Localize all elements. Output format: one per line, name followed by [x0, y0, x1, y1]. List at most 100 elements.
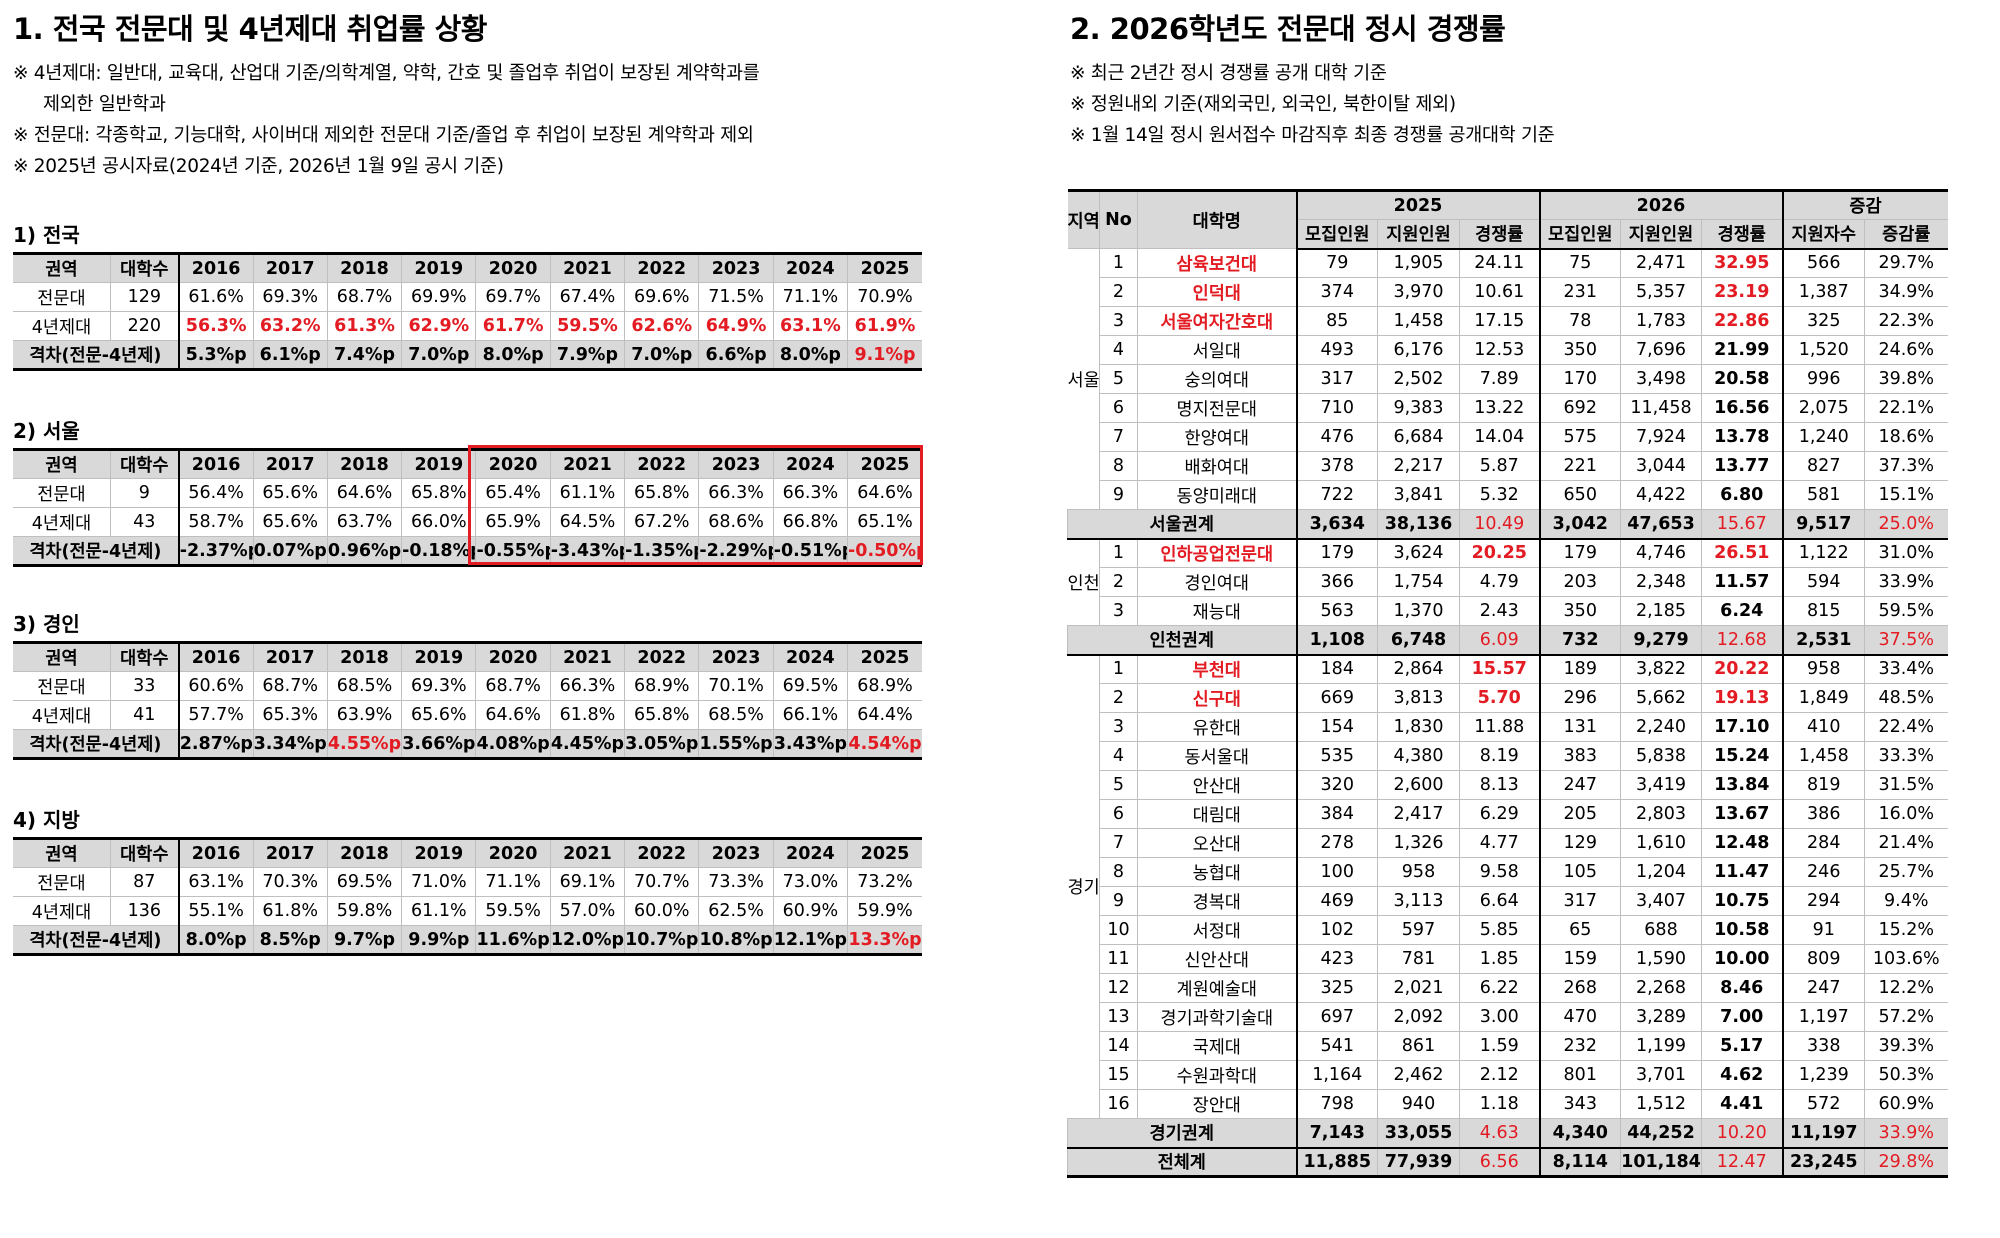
table-row: 5 숭의여대 317 2,502 7.89 170 3,498 20.58 996 39.8% [1068, 364, 1948, 394]
total-cell: 101,184 [1620, 1147, 1702, 1178]
gap-cell: -2.37%p [178, 536, 254, 567]
subtotal-cell: 4,340 [1539, 1118, 1621, 1149]
recruit-2025-cell: 378 [1296, 451, 1378, 481]
applicant-change-cell: 338 [1782, 1031, 1865, 1061]
recruit-2025-cell: 722 [1296, 480, 1378, 510]
col-group-change: 증감 [1781, 189, 1948, 220]
rate-cell: 58.7% [178, 507, 254, 537]
row-number: 2 [1099, 683, 1138, 713]
col-group-2026: 2026 [1539, 189, 1784, 220]
rate-cell: 64.4% [847, 700, 922, 730]
recruit-2026-cell: 575 [1539, 422, 1621, 452]
recruit-2026-cell: 75 [1539, 248, 1621, 278]
region-label: 인천 [1067, 538, 1100, 626]
change-rate-cell: 15.2% [1863, 915, 1948, 945]
gap-cell: 0.96%p [326, 536, 403, 567]
rate-cell: 60.9% [772, 896, 849, 926]
recruit-2026-cell: 296 [1539, 683, 1621, 713]
applicants-2026-cell: 1,783 [1620, 306, 1702, 336]
note-line: ※ 정원내외 기준(재외국민, 외국인, 북한이탈 제외) [1070, 94, 1456, 115]
recruit-2026-cell: 203 [1539, 567, 1621, 597]
rate-cell: 70.7% [624, 867, 700, 897]
rate-cell: 63.2% [252, 311, 328, 341]
ratio-2026-cell: 20.22 [1701, 654, 1784, 684]
ratio-2026-cell: 13.78 [1701, 422, 1784, 452]
university-name: 오산대 [1137, 828, 1298, 858]
table-row: 16 장안대 798 940 1.18 343 1,512 4.41 572 60.9% [1068, 1089, 1948, 1119]
gap-cell: 9.7%p [326, 925, 403, 956]
applicants-2026-cell: 2,268 [1620, 973, 1702, 1003]
rate-cell: 66.8% [772, 507, 849, 537]
applicants-2026-cell: 3,407 [1620, 886, 1702, 916]
gap-cell: -0.55%p [475, 536, 551, 567]
change-rate-cell: 31.5% [1863, 770, 1948, 800]
rate-cell: 61.8% [252, 896, 328, 926]
col-header: 권역 [13, 641, 111, 672]
subtotal-cell: 10.20 [1701, 1118, 1784, 1149]
competition-table: 지역 No 대학명 2025 2026 증감 모집인원 지원인원 경쟁률 모집인… [1067, 189, 1948, 1178]
gap-cell: -0.51%p [772, 536, 849, 567]
applicants-2025-cell: 3,970 [1377, 277, 1460, 307]
table-row: 전문대 129 61.6% 69.3% 68.7% 69.9% 69.7% 67.4% 69.6… [13, 282, 922, 312]
col-header: 2025 [847, 837, 922, 868]
recruit-2026-cell: 78 [1539, 306, 1621, 336]
recruit-2025-cell: 102 [1296, 915, 1378, 945]
university-count: 41 [109, 700, 180, 730]
rate-cell: 65.9% [475, 507, 551, 537]
recruit-2026-cell: 383 [1539, 741, 1621, 771]
rate-cell: 59.8% [326, 896, 403, 926]
change-rate-cell: 16.0% [1863, 799, 1948, 829]
rate-cell: 64.6% [847, 478, 922, 508]
ratio-2025-cell: 6.64 [1459, 886, 1541, 916]
ratio-2026-cell: 7.00 [1701, 1002, 1784, 1032]
recruit-2026-cell: 205 [1539, 799, 1621, 829]
col-header: 2016 [178, 641, 254, 672]
recruit-2026-cell: 692 [1539, 393, 1621, 423]
university-name: 서일대 [1137, 335, 1298, 365]
rate-cell: 65.6% [401, 700, 477, 730]
ratio-2025-cell: 15.57 [1459, 654, 1541, 684]
col-header: 2024 [772, 252, 849, 283]
applicants-2025-cell: 1,754 [1377, 567, 1460, 597]
col-header: 2023 [698, 641, 774, 672]
applicants-2026-cell: 3,289 [1620, 1002, 1702, 1032]
applicant-change-cell: 819 [1782, 770, 1865, 800]
gap-cell: -2.29%p [698, 536, 774, 567]
ratio-2025-cell: 11.88 [1459, 712, 1541, 742]
applicants-2025-cell: 2,092 [1377, 1002, 1460, 1032]
ratio-2025-cell: 5.32 [1459, 480, 1541, 510]
recruit-2025-cell: 798 [1296, 1089, 1378, 1119]
change-rate-cell: 39.3% [1863, 1031, 1948, 1061]
row-number: 4 [1099, 741, 1138, 771]
table-row: 3 재능대 563 1,370 2.43 350 2,185 6.24 815 59.5% [1068, 596, 1948, 626]
region-label: 경기 [1067, 654, 1100, 1119]
recruit-2025-cell: 669 [1296, 683, 1378, 713]
change-rate-cell: 25.7% [1863, 857, 1948, 887]
col-header: 2019 [401, 641, 477, 672]
col-header: 2025 [847, 448, 922, 479]
rate-cell: 68.7% [326, 282, 403, 312]
rate-cell: 59.5% [475, 896, 551, 926]
section2-title: 2. 2026학년도 전문대 정시 경쟁률 [1070, 12, 1506, 46]
rate-cell: 68.9% [847, 671, 922, 701]
row-label: 4년제대 [13, 507, 111, 537]
row-label: 전문대 [13, 867, 111, 897]
applicants-2026-cell: 1,512 [1620, 1089, 1702, 1119]
col-header: 2024 [772, 641, 849, 672]
applicants-2025-cell: 861 [1377, 1031, 1460, 1061]
gap-cell: 3.34%p [252, 729, 328, 760]
row-number: 3 [1099, 596, 1138, 626]
university-name: 숭의여대 [1137, 364, 1298, 394]
row-number: 2 [1099, 277, 1138, 307]
gap-cell: 7.4%p [326, 340, 403, 371]
applicant-change-cell: 91 [1782, 915, 1865, 945]
subtotal-cell: 15.67 [1701, 509, 1784, 540]
rate-cell: 62.6% [624, 311, 700, 341]
rate-cell: 69.1% [549, 867, 626, 897]
ratio-2025-cell: 1.18 [1459, 1089, 1541, 1119]
change-rate-cell: 50.3% [1863, 1060, 1948, 1090]
total-cell: 77,939 [1377, 1147, 1460, 1178]
rate-cell: 69.5% [772, 671, 849, 701]
applicant-change-cell: 294 [1782, 886, 1865, 916]
ratio-2025-cell: 5.87 [1459, 451, 1541, 481]
